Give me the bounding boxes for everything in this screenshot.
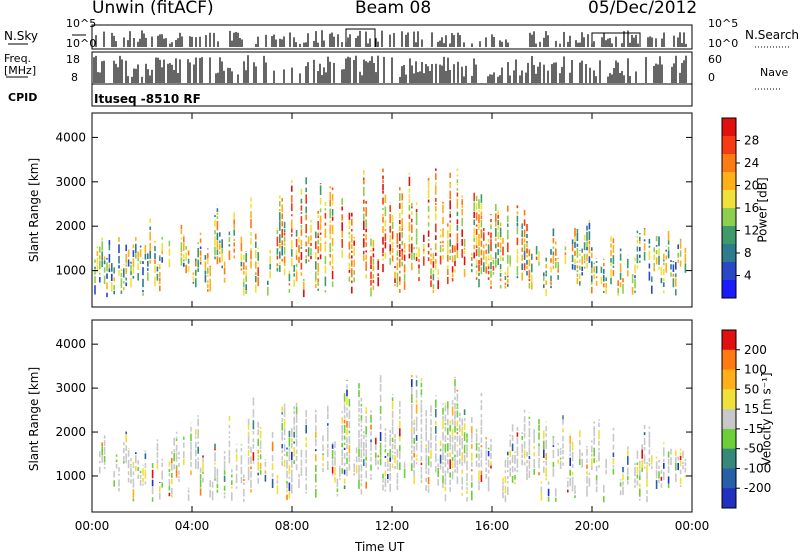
colorbar-segment xyxy=(722,468,736,489)
x-tick-label: 16:00 xyxy=(475,519,510,533)
colorbar-tick-label: -15 xyxy=(744,422,764,436)
colorbar-tick-label: 24 xyxy=(744,156,759,170)
noise-step xyxy=(345,28,376,47)
colorbar-tick-label: 200 xyxy=(744,343,767,357)
power-panel xyxy=(94,168,687,298)
colorbar-tick-label: 50 xyxy=(744,382,759,396)
colorbar-segment xyxy=(722,280,736,299)
radar-title: Unwin (fitACF) xyxy=(92,0,214,18)
nsearch-label: N.Search xyxy=(745,28,800,42)
beam-title: Beam 08 xyxy=(355,0,432,18)
noise-tick-bottom-right: 10^0 xyxy=(708,37,739,50)
nave-label: Nave xyxy=(760,66,789,79)
colorbar-segment xyxy=(722,208,736,227)
freq-tick-bottom: 8 xyxy=(71,71,78,84)
nave-tick-bottom: 0 xyxy=(708,71,715,84)
colorbar-tick-label: 4 xyxy=(744,269,752,283)
y-tick-label: 4000 xyxy=(55,130,86,144)
colorbar-segment xyxy=(722,330,736,351)
y-tick-label: 4000 xyxy=(55,337,86,351)
colorbar-segment xyxy=(722,262,736,281)
summary-panels xyxy=(6,24,790,107)
colorbar-segment xyxy=(722,409,736,430)
colorbar-segment xyxy=(722,190,736,209)
noise-step xyxy=(591,32,641,47)
colorbar-tick-label: 28 xyxy=(744,134,759,148)
x-tick-label: 08:00 xyxy=(275,519,310,533)
colorbar-tick-label: 20 xyxy=(744,179,759,193)
noise-panel-frame xyxy=(91,24,693,50)
noise-tick-bottom-left: 10^0 xyxy=(66,37,97,50)
y-tick-label: 1000 xyxy=(55,469,86,483)
colorbar-tick-label: 16 xyxy=(744,201,759,215)
velocity-ylabel: Slant Range [km] xyxy=(27,366,42,472)
freq-tick-top: 18 xyxy=(66,53,80,66)
y-tick-label: 3000 xyxy=(55,175,86,189)
colorbar-segment xyxy=(722,349,736,371)
colorbar-tick-label: -100 xyxy=(744,461,771,475)
colorbar-tick-label: -50 xyxy=(744,442,764,456)
colorbar-tick-label: 8 xyxy=(744,246,752,260)
colorbar-tick-label: 12 xyxy=(744,224,759,238)
date-title: 05/Dec/2012 xyxy=(588,0,698,18)
freq-label: Freq. xyxy=(4,52,32,65)
colorbar-segment xyxy=(722,428,736,450)
noise-tick-top-left: 10^5 xyxy=(66,17,97,30)
y-tick-label: 3000 xyxy=(55,381,86,395)
x-tick-label: 12:00 xyxy=(375,519,410,533)
colorbar-tick-label: -200 xyxy=(744,481,771,495)
colorbar-segment xyxy=(722,448,736,469)
y-tick-label: 1000 xyxy=(55,264,86,278)
freq-unit: [MHz] xyxy=(4,64,37,77)
colorbar-segment xyxy=(722,369,736,390)
colorbar-segment xyxy=(722,172,736,191)
colorbar-frame xyxy=(721,329,737,509)
y-tick-label: 2000 xyxy=(55,425,86,439)
colorbar-segment xyxy=(722,136,736,155)
velocity-panel xyxy=(99,374,687,503)
x-tick-label: 04:00 xyxy=(175,519,210,533)
colorbar-segment xyxy=(722,226,736,245)
nsky-label: N.Sky xyxy=(4,29,39,43)
colorbar-segment xyxy=(722,389,736,410)
x-tick-label: 20:00 xyxy=(575,519,610,533)
noise-tick-top-right: 10^5 xyxy=(708,17,739,30)
y-tick-label: 2000 xyxy=(55,219,86,233)
x-tick-label: 00:00 xyxy=(75,519,110,533)
nave-tick-top: 60 xyxy=(708,53,722,66)
axes-layer: 1000 2000 3000 4000 4 8 12 16 20 24 28 1000 2000 3000… xyxy=(55,112,771,533)
colorbar-tick-label: 100 xyxy=(744,363,767,377)
x-axis-label: Time UT xyxy=(355,540,405,554)
power-ylabel: Slant Range [km] xyxy=(27,157,42,263)
cpid-text: Ituseq -8510 RF xyxy=(94,92,201,106)
cpid-label: CPID xyxy=(8,91,38,104)
colorbar-segment xyxy=(722,488,736,509)
power-colorbar-label: Power [dB] xyxy=(755,177,770,243)
velocity-colorbar-label: Velocity [m s⁻¹] xyxy=(759,372,774,466)
colorbar-tick-label: 15 xyxy=(744,402,759,416)
cpid-panel-frame xyxy=(91,83,693,107)
x-tick-label: 00:00 xyxy=(675,519,710,533)
colorbar-segment xyxy=(722,244,736,263)
colorbar-segment xyxy=(722,118,736,137)
colorbar-segment xyxy=(722,154,736,173)
